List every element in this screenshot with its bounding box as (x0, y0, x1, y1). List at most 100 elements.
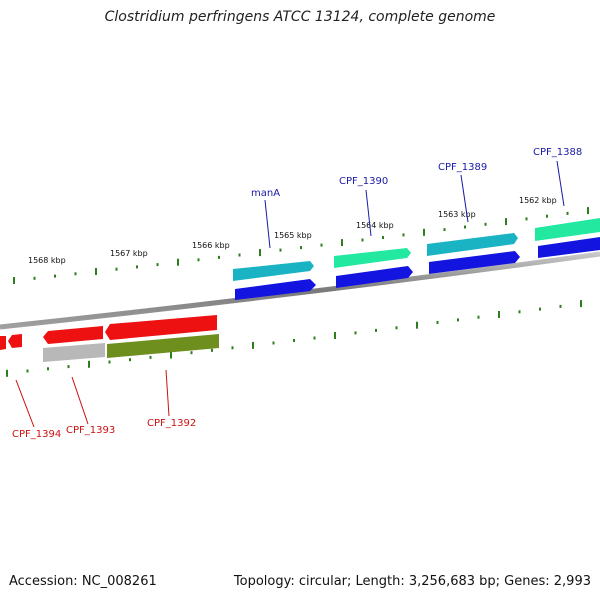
gene-label-CPF_1389[interactable]: CPF_1389 (438, 162, 487, 173)
gene-label-manA[interactable]: manA (251, 188, 280, 199)
map-title: Clostridium perfringens ATCC 13124, comp… (104, 9, 496, 25)
gene-CPF_1394[interactable] (0, 334, 22, 350)
reverse-scale-tick (539, 307, 541, 311)
gene-arrow-manA-cds[interactable] (235, 279, 316, 300)
forward-scale (13, 207, 589, 284)
gene-label-CPF_1393[interactable]: CPF_1393 (66, 425, 115, 436)
scale-label-1568: 1568 kbp (28, 256, 66, 265)
reverse-scale-tick (293, 339, 295, 342)
reverse-scale-tick (559, 304, 562, 308)
forward-scale-tick (341, 239, 343, 247)
forward-scale-tick (238, 253, 241, 257)
scale-label-1567: 1567 kbp (110, 249, 148, 258)
gene-arrow-CPF_1394[interactable] (0, 336, 6, 350)
scale-label-1564: 1564 kbp (356, 221, 394, 230)
reverse-scale-tick (67, 365, 70, 369)
gene-arrow-CPF_1393[interactable] (43, 326, 103, 344)
reverse-scale-tick (26, 369, 29, 373)
gene-arrow-CPF_1390[interactable] (334, 248, 411, 268)
forward-scale-tick (402, 233, 405, 237)
gene-arrow-CPF_1392-cds[interactable] (107, 334, 219, 358)
reverse-scale-tick (129, 358, 131, 362)
forward-scale-tick (464, 225, 466, 229)
gene-CPF_1388[interactable] (535, 218, 600, 258)
forward-scale-tick (218, 255, 220, 259)
gene-arrow-CPF_1394-b[interactable] (8, 334, 22, 348)
forward-scale-tick (566, 211, 569, 215)
gene-arrow-CPF_1388-cds[interactable] (538, 237, 600, 258)
reverse-scale-tick (416, 321, 418, 329)
scale-label-1566: 1566 kbp (192, 241, 230, 250)
reverse-scale-tick (375, 328, 377, 332)
gene-CPF_1393[interactable] (43, 326, 105, 362)
forward-scale-tick (259, 249, 261, 257)
reverse-scale-tick (498, 311, 500, 318)
forward-scale-tick (361, 238, 364, 242)
leader-manA (264, 199, 271, 249)
reverse-scale-tick (108, 360, 111, 364)
reverse-scale-tick (457, 318, 459, 322)
reverse-scale-tick (6, 369, 8, 377)
gene-arrow-manA[interactable] (233, 261, 314, 281)
forward-scale-tick (197, 258, 200, 262)
forward-scale-tick (546, 214, 548, 218)
forward-scale-tick (54, 274, 56, 278)
leader-CPF_1394 (15, 379, 35, 428)
reverse-scale-tick (518, 310, 521, 314)
reverse-scale-tick (313, 336, 316, 340)
reverse-scale (6, 300, 582, 377)
gene-arrow-CPF_1388[interactable] (535, 218, 600, 241)
reverse-scale-tick (252, 341, 254, 349)
gene-CPF_1390[interactable] (334, 248, 413, 288)
forward-scale-tick (74, 272, 77, 276)
gene-arrow-CPF_1393-cds[interactable] (43, 343, 105, 362)
gene-CPF_1392[interactable] (105, 315, 219, 358)
gene-manA[interactable] (233, 261, 316, 300)
gene-label-CPF_1388[interactable]: CPF_1388 (533, 147, 582, 158)
gene-arrow-CPF_1389-cds[interactable] (429, 251, 520, 274)
forward-scale-tick (177, 258, 179, 266)
forward-scale-tick (279, 248, 282, 252)
scale-label-1565: 1565 kbp (274, 231, 312, 240)
forward-scale-tick (587, 207, 589, 215)
reverse-scale-tick (436, 321, 439, 324)
leader-CPF_1390 (365, 189, 372, 237)
forward-scale-tick (423, 228, 425, 236)
reverse-scale-tick (88, 360, 90, 368)
leader-CPF_1388 (556, 160, 565, 207)
forward-scale-tick (443, 228, 446, 232)
scale-label-1563: 1563 kbp (438, 210, 476, 219)
reverse-scale-tick (149, 355, 152, 359)
scale-label-1562: 1562 kbp (519, 196, 557, 205)
gene-label-CPF_1390[interactable]: CPF_1390 (339, 176, 388, 187)
reverse-scale-tick (170, 351, 172, 359)
forward-scale-tick (95, 268, 97, 275)
reverse-scale-tick (395, 326, 398, 330)
reverse-scale-tick (580, 300, 582, 308)
gene-arrow-CPF_1390-cds[interactable] (336, 266, 413, 288)
gene-label-CPF_1394[interactable]: CPF_1394 (12, 429, 61, 440)
reverse-scale-tick (272, 341, 275, 345)
forward-scale-tick (505, 218, 507, 226)
reverse-scale-tick (334, 332, 336, 339)
leader-CPF_1393 (71, 376, 89, 425)
forward-scale-tick (136, 265, 138, 269)
reverse-scale-tick (477, 315, 480, 319)
leader-CPF_1392 (165, 369, 170, 417)
reverse-scale-tick (190, 351, 193, 355)
forward-scale-tick (320, 243, 323, 247)
forward-scale-tick (382, 236, 384, 239)
forward-scale-tick (484, 222, 487, 226)
reverse-scale-tick (231, 346, 234, 350)
gene-label-CPF_1392[interactable]: CPF_1392 (147, 418, 196, 429)
genome-summary: Topology: circular; Length: 3,256,683 bp… (233, 574, 591, 589)
forward-scale-tick (156, 263, 159, 267)
forward-scale-tick (115, 267, 118, 271)
gene-arrow-CPF_1392[interactable] (105, 315, 217, 340)
forward-scale-tick (300, 246, 302, 250)
reverse-scale-tick (354, 331, 357, 335)
gene-CPF_1389[interactable] (427, 233, 520, 274)
gene-arrow-CPF_1389[interactable] (427, 233, 518, 256)
leader-CPF_1389 (460, 174, 469, 223)
